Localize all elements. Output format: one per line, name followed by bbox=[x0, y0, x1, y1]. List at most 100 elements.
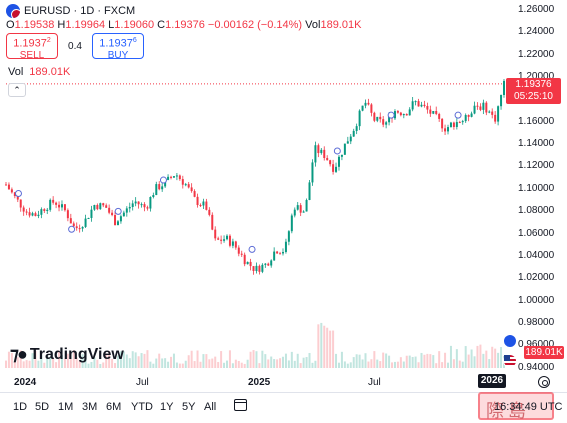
volume-bar bbox=[488, 359, 491, 368]
range-button-all[interactable]: All bbox=[204, 401, 217, 413]
volume-bar bbox=[458, 360, 461, 368]
event-marker-icon bbox=[114, 207, 122, 215]
utc-clock[interactable]: 16:34:49 UTC bbox=[494, 401, 563, 413]
volume-bar bbox=[479, 344, 482, 368]
volume-bar bbox=[111, 358, 114, 368]
volume-bar bbox=[497, 352, 500, 368]
volume-bar bbox=[78, 360, 81, 368]
candle-body bbox=[491, 111, 494, 115]
collapse-legend-button[interactable]: ⌃ bbox=[8, 83, 26, 97]
high-value: 1.19964 bbox=[65, 19, 106, 31]
volume-bar bbox=[476, 345, 479, 368]
volume-bar bbox=[500, 347, 503, 368]
volume-bar bbox=[240, 362, 243, 368]
volume-bar bbox=[373, 351, 376, 368]
volume-bar bbox=[402, 361, 405, 368]
candle-body bbox=[152, 195, 155, 197]
range-button-6m[interactable]: 6M bbox=[106, 401, 122, 413]
volume-bar bbox=[273, 359, 276, 368]
volume-bar bbox=[376, 359, 379, 368]
candle-body bbox=[429, 109, 432, 114]
candle-body bbox=[349, 136, 352, 142]
volume-bar bbox=[28, 360, 31, 368]
volume-price-tag: 189.01K bbox=[524, 346, 564, 359]
axis-settings-icon[interactable] bbox=[538, 376, 550, 388]
candle-body bbox=[485, 102, 488, 113]
tradingview-mark-icon: ⁊● bbox=[10, 344, 28, 364]
usd-currency-icon[interactable] bbox=[503, 354, 517, 368]
sell-button[interactable]: 1.19372 SELL bbox=[6, 33, 58, 61]
volume-legend[interactable]: Vol 189.01K bbox=[8, 66, 70, 78]
range-button-3m[interactable]: 3M bbox=[82, 401, 98, 413]
candle-body bbox=[164, 179, 167, 187]
volume-bar bbox=[140, 353, 143, 368]
volume-bar bbox=[470, 349, 473, 368]
candle-body bbox=[237, 247, 240, 254]
volume-bar bbox=[452, 359, 455, 368]
volume-bar bbox=[482, 353, 485, 368]
volume-bar bbox=[102, 362, 105, 368]
volume-bar bbox=[455, 349, 458, 368]
volume-bar bbox=[302, 357, 305, 368]
volume-bar bbox=[320, 322, 323, 368]
candle-body bbox=[134, 201, 137, 204]
volume-bar bbox=[267, 359, 270, 368]
volume-bar bbox=[43, 362, 46, 368]
volume-bar bbox=[175, 362, 178, 368]
candle-body bbox=[102, 203, 105, 206]
candle-body bbox=[28, 212, 31, 216]
range-button-5d[interactable]: 5D bbox=[35, 401, 50, 413]
candle-body bbox=[75, 226, 78, 229]
vol-label: Vol bbox=[305, 19, 321, 31]
symbol-title[interactable]: EURUSD · 1D · FXCM bbox=[24, 5, 136, 17]
range-button-ytd[interactable]: YTD bbox=[131, 401, 153, 413]
range-button-5y[interactable]: 5Y bbox=[182, 401, 196, 413]
range-button-1y[interactable]: 1Y bbox=[160, 401, 174, 413]
volume-bar bbox=[52, 357, 55, 368]
volume-bar bbox=[202, 354, 205, 368]
candle-body bbox=[196, 196, 199, 206]
volume-bar bbox=[228, 350, 231, 368]
volume-bar bbox=[10, 353, 13, 368]
range-button-1m[interactable]: 1M bbox=[58, 401, 74, 413]
candle-body bbox=[143, 204, 146, 208]
price-tick-label: 1.16000 bbox=[518, 115, 555, 127]
volume-bar bbox=[299, 363, 302, 368]
bar-countdown: 05:25:10 bbox=[514, 91, 553, 102]
volume-bar bbox=[485, 350, 488, 368]
candle-body bbox=[243, 254, 246, 265]
volume-bar bbox=[429, 354, 432, 368]
buy-button[interactable]: 1.19376 BUY bbox=[92, 33, 144, 61]
volume-bar bbox=[164, 358, 167, 368]
volume-bar bbox=[34, 351, 37, 368]
volume-bar bbox=[193, 361, 196, 368]
candle-body bbox=[352, 130, 355, 137]
eur-currency-icon[interactable] bbox=[503, 334, 517, 348]
range-button-1d[interactable]: 1D bbox=[13, 401, 28, 413]
tradingview-logo[interactable]: ⁊● TradingView bbox=[10, 344, 124, 365]
candle-body bbox=[220, 239, 223, 241]
candle-body bbox=[500, 94, 503, 107]
candle-body bbox=[22, 207, 25, 212]
candle-body bbox=[452, 122, 455, 127]
candle-body bbox=[470, 113, 473, 117]
candle-body bbox=[231, 241, 234, 246]
close-value: 1.19376 bbox=[165, 19, 205, 31]
candle-body bbox=[320, 149, 323, 154]
candle-body bbox=[479, 106, 482, 110]
volume-bar bbox=[137, 356, 140, 368]
candle-body bbox=[252, 266, 255, 271]
candle-body bbox=[125, 208, 128, 213]
candle-body bbox=[140, 204, 143, 206]
candle-body bbox=[105, 205, 108, 208]
volume-bar bbox=[367, 361, 370, 368]
calendar-icon[interactable] bbox=[234, 399, 247, 411]
buy-price: 1.19376 bbox=[99, 37, 137, 50]
volume-bar bbox=[382, 352, 385, 368]
volume-bar bbox=[417, 362, 420, 368]
candle-body bbox=[385, 122, 388, 125]
trade-panel: 1.19372 SELL 0.4 1.19376 BUY bbox=[6, 33, 144, 61]
volume-bar bbox=[172, 353, 175, 368]
